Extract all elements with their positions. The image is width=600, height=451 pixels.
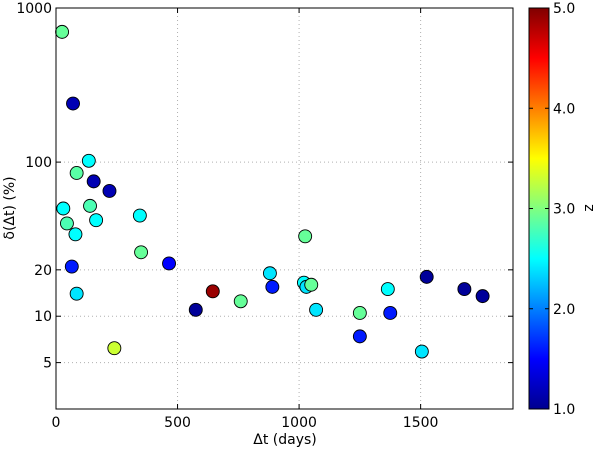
colorbar-tick-label: 4.0 [553,101,575,117]
data-point [457,282,472,297]
data-point [68,227,83,242]
data-point [102,183,117,198]
data-point [383,306,398,320]
data-point [352,329,367,344]
data-point [352,306,367,320]
data-point [162,256,176,271]
data-point [83,198,97,213]
data-point [81,153,96,168]
data-point [56,201,71,216]
colorbar-tick-label: 2.0 [553,302,575,318]
data-point [107,341,122,356]
colorbar-label: z [581,204,597,211]
data-point [265,279,280,294]
x-tick-label: 0 [52,415,61,431]
x-axis-ticks: 0 500 1000 1500 [52,8,439,431]
colorbar-tick-label: 3.0 [553,202,575,218]
data-point [69,166,84,180]
data-point [59,216,74,231]
data-point [205,284,220,299]
data-point [55,24,70,39]
data-point [66,96,80,111]
y-tick-label: 5 [43,356,52,372]
plot-area [56,8,513,409]
y-axis-label: δ(Δt) (%) [2,176,18,239]
data-point [89,213,104,228]
x-tick-label: 1000 [281,415,317,431]
colorbar-tick-label: 1.0 [553,402,575,418]
y-tick-label: 10 [34,309,52,325]
data-point [304,277,319,292]
y-tick-label: 1000 [16,1,52,17]
data-point [188,302,203,317]
colorbar-ticks: 1.0 2.0 3.0 4.0 5.0 [529,1,575,418]
x-axis-label: Δt (days) [253,432,317,448]
colorbar-tick-label: 5.0 [553,1,575,17]
data-point [298,229,313,244]
data-point [69,286,84,301]
data-point [233,294,248,309]
x-tick-label: 1500 [403,415,439,431]
plot-frame [55,7,514,410]
data-point [134,245,149,260]
x-tick-label: 500 [164,415,191,431]
data-point [64,259,79,274]
y-tick-label: 100 [25,155,52,171]
y-tick-label: 20 [34,263,52,279]
data-point [380,282,395,297]
data-point [86,174,101,189]
data-point [309,302,324,317]
y-axis-ticks: 5 10 20 100 1000 [16,1,513,372]
data-point [262,266,277,281]
data-points [55,24,490,359]
data-point [132,208,147,223]
data-point [419,269,434,284]
data-point [475,289,490,304]
data-point [414,344,429,359]
